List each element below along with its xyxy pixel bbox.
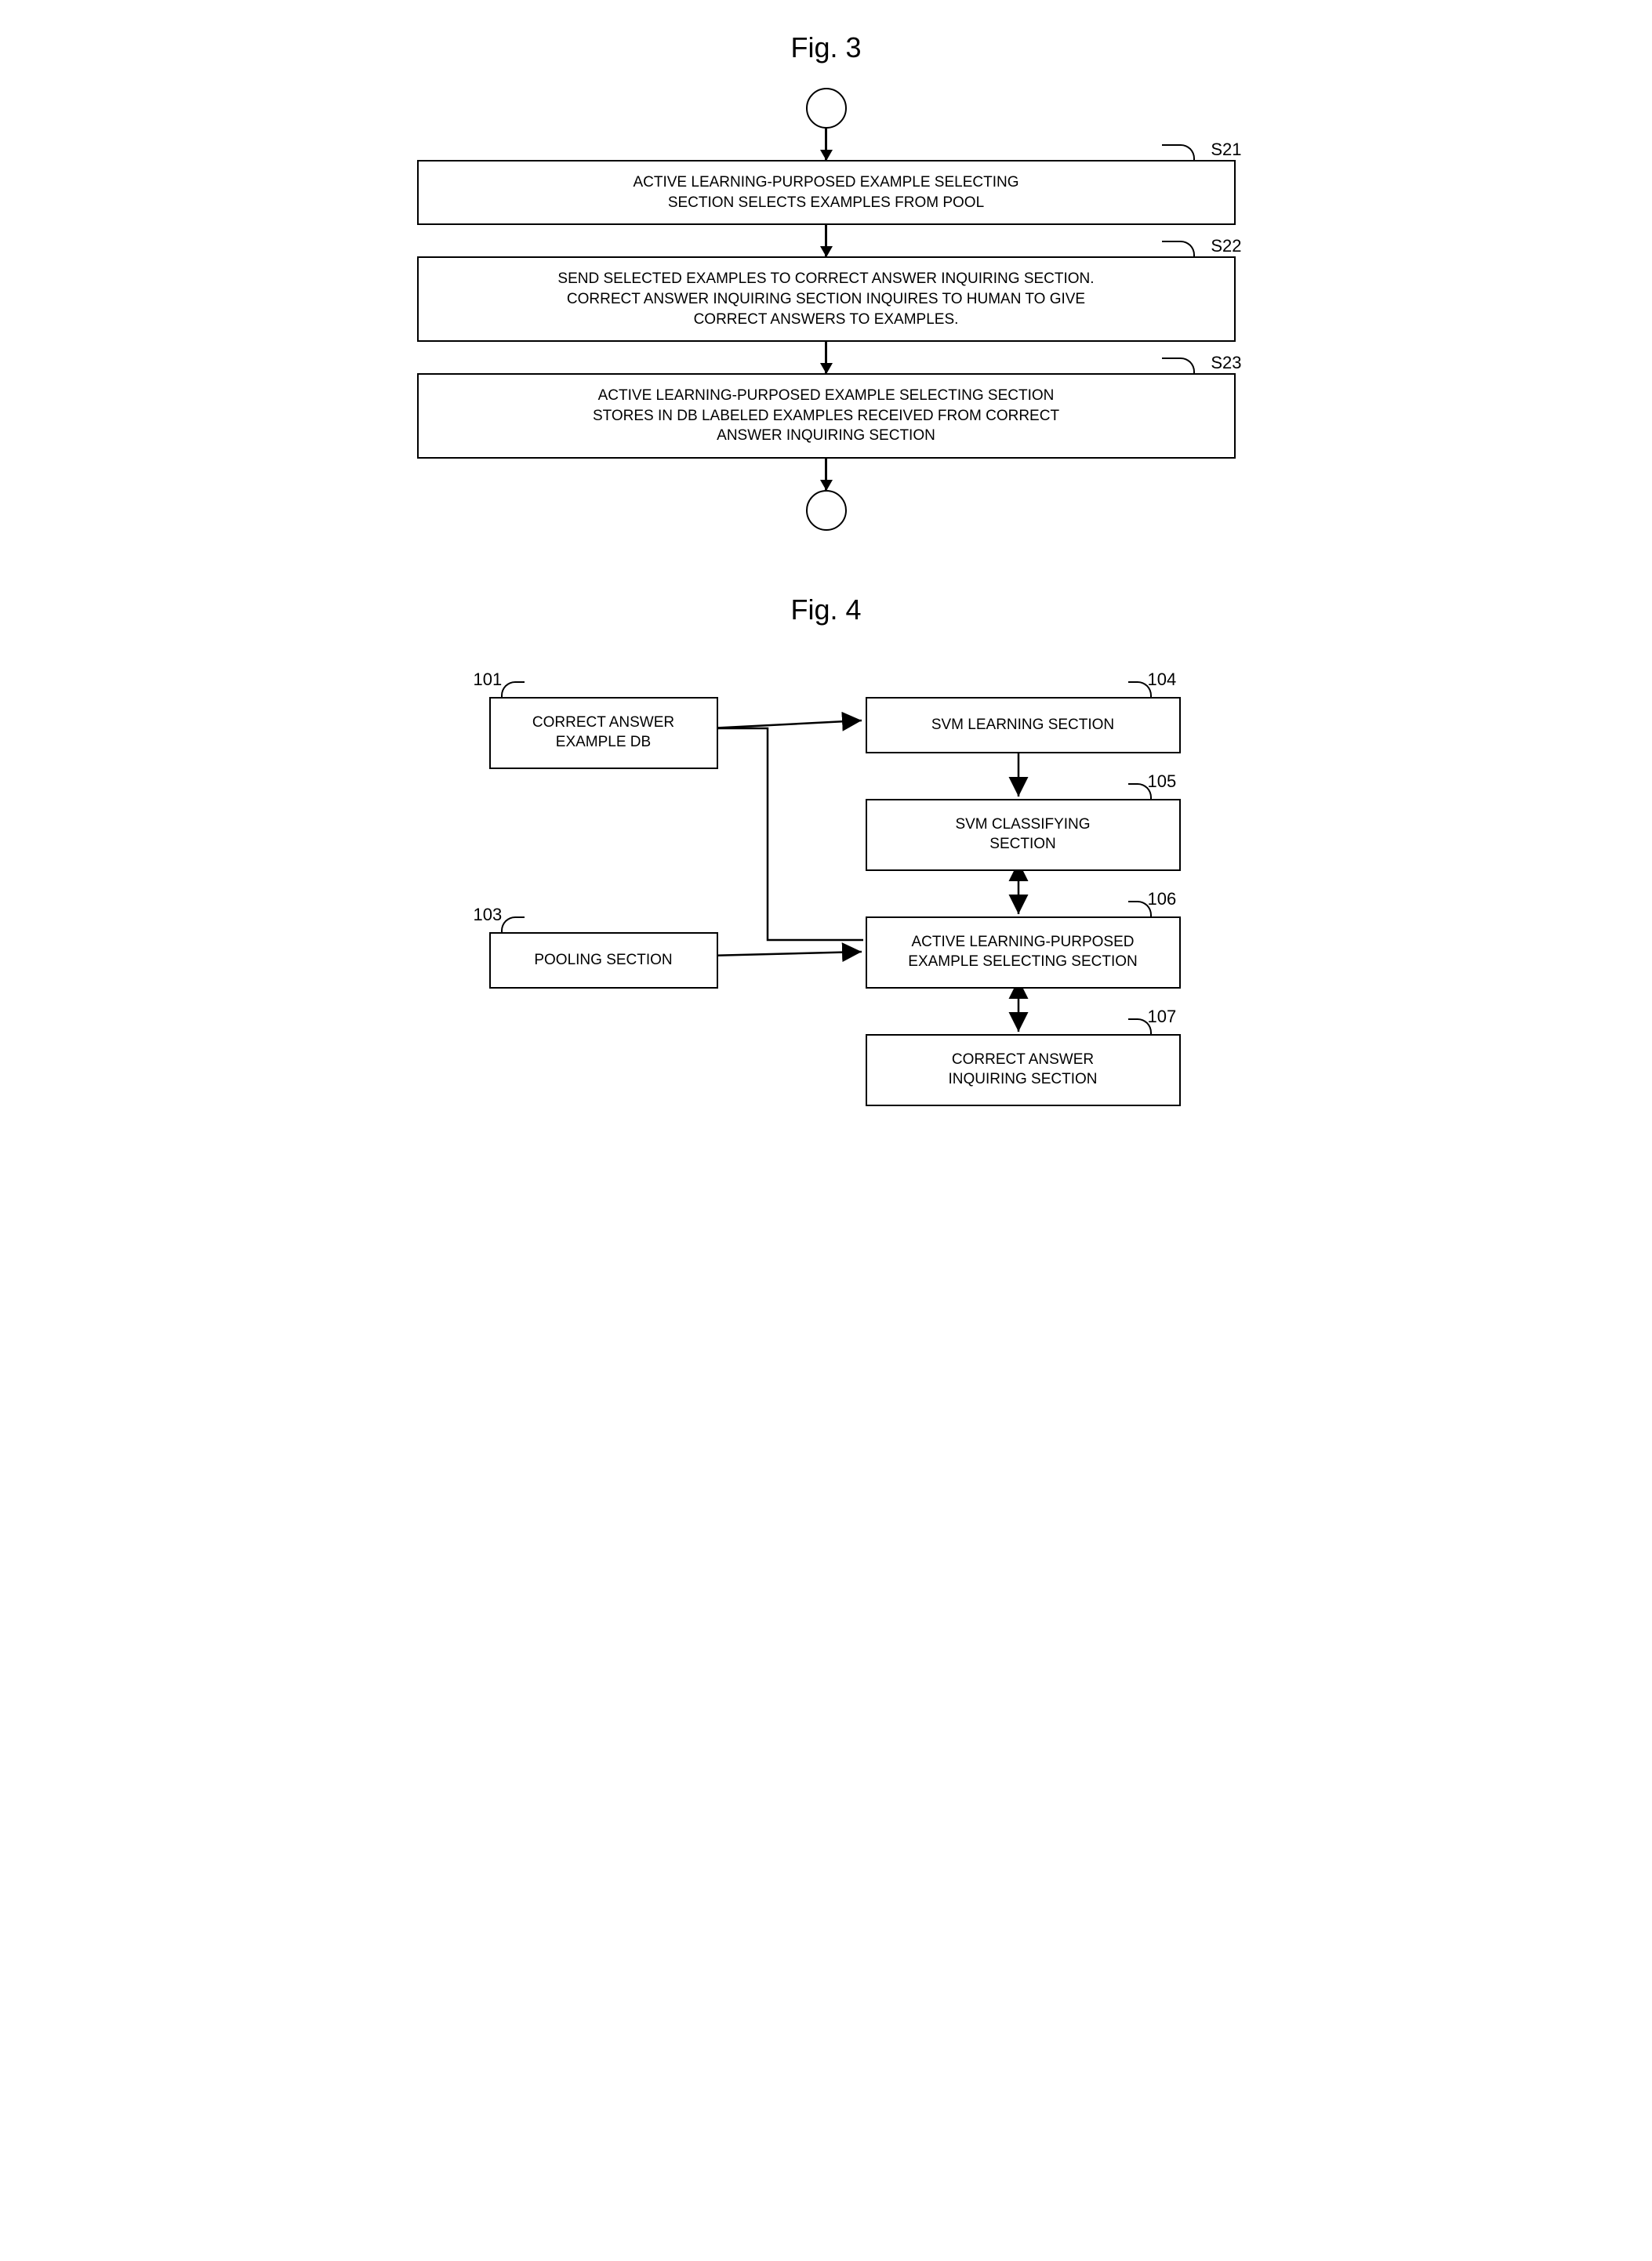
- figure-3: Fig. 3 S21 ACTIVE LEARNING-PURPOSED EXAM…: [395, 31, 1258, 531]
- block-105: SVM CLASSIFYING SECTION: [866, 799, 1181, 871]
- label-curve: [501, 916, 525, 934]
- step-id: S22: [1211, 234, 1241, 258]
- block-id-label: 107: [1148, 1007, 1177, 1027]
- block-107: CORRECT ANSWER INQUIRING SECTION: [866, 1034, 1181, 1106]
- label-curve: [1162, 144, 1195, 162]
- block-103: POOLING SECTION: [489, 932, 718, 989]
- label-curve: [1162, 357, 1195, 375]
- step-id: S23: [1211, 351, 1241, 375]
- step-s23: S23 ACTIVE LEARNING-PURPOSED EXAMPLE SEL…: [417, 373, 1236, 459]
- step-id: S21: [1211, 138, 1241, 162]
- step-text: ACTIVE LEARNING-PURPOSED EXAMPLE SELECTI…: [633, 174, 1018, 211]
- fig4-block-diagram: CORRECT ANSWER EXAMPLE DB 101 POOLING SECT…: [427, 650, 1226, 1152]
- step-text: ACTIVE LEARNING-PURPOSED EXAMPLE SELECTI…: [593, 387, 1059, 444]
- block-104: SVM LEARNING SECTION: [866, 697, 1181, 753]
- label-curve: [1162, 241, 1195, 258]
- arrow-down: [825, 225, 827, 256]
- fig3-flowchart: S21 ACTIVE LEARNING-PURPOSED EXAMPLE SEL…: [395, 88, 1258, 531]
- step-s22: S22 SEND SELECTED EXAMPLES TO CORRECT AN…: [417, 256, 1236, 342]
- fig3-title: Fig. 3: [395, 31, 1258, 64]
- arrow-down: [825, 459, 827, 490]
- arrow-down: [825, 129, 827, 160]
- figure-4: Fig. 4 CORRECT ANSWER EXAMPLE DB 101 POOLI…: [395, 593, 1258, 1152]
- terminal-end: [806, 490, 847, 531]
- step-s21: S21 ACTIVE LEARNING-PURPOSED EXAMPLE SEL…: [417, 160, 1236, 225]
- step-text: SEND SELECTED EXAMPLES TO CORRECT ANSWER…: [557, 270, 1094, 327]
- block-101: CORRECT ANSWER EXAMPLE DB: [489, 697, 718, 769]
- block-id-label: 105: [1148, 771, 1177, 792]
- label-curve: [501, 681, 525, 699]
- block-id-label: 106: [1148, 889, 1177, 909]
- terminal-start: [806, 88, 847, 129]
- block-id-label: 101: [474, 670, 503, 690]
- block-id-label: 104: [1148, 670, 1177, 690]
- block-id-label: 103: [474, 905, 503, 925]
- arrow-down: [825, 342, 827, 373]
- block-106: ACTIVE LEARNING-PURPOSED EXAMPLE SELECTI…: [866, 916, 1181, 989]
- fig4-title: Fig. 4: [395, 593, 1258, 626]
